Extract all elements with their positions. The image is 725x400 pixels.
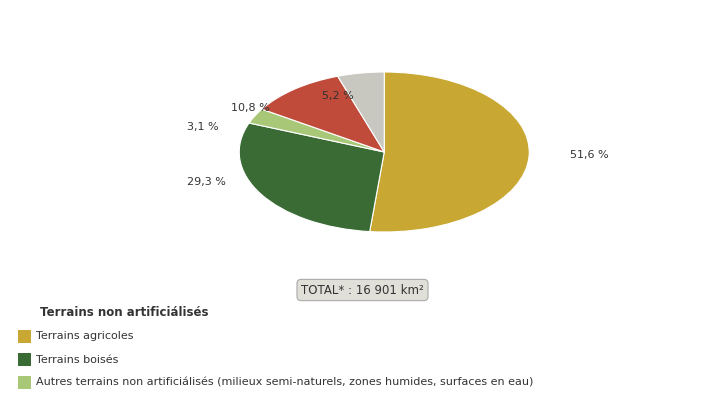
Wedge shape [249, 109, 384, 152]
Text: 29,3 %: 29,3 % [187, 176, 226, 186]
Text: Autres terrains non artificiálisés (milieux semi-naturels, zones humides, surfac: Autres terrains non artificiálisés (mili… [36, 378, 533, 388]
Text: Terrains boisés: Terrains boisés [36, 354, 118, 364]
Text: 10,8 %: 10,8 % [231, 102, 270, 112]
Text: Terrains non artificiálisés: Terrains non artificiálisés [40, 306, 208, 318]
Wedge shape [370, 72, 529, 232]
Bar [18, 376, 31, 389]
Wedge shape [262, 76, 384, 152]
Text: 5,2 %: 5,2 % [323, 91, 354, 101]
Text: 3,1 %: 3,1 % [187, 122, 219, 132]
Text: Terrains agricoles: Terrains agricoles [36, 331, 133, 341]
Text: 51,6 %: 51,6 % [570, 150, 608, 160]
Wedge shape [338, 72, 384, 152]
Bar [18, 330, 31, 343]
Text: TOTAL* : 16 901 km²: TOTAL* : 16 901 km² [301, 284, 424, 296]
Wedge shape [239, 123, 384, 232]
Bar [18, 353, 31, 366]
